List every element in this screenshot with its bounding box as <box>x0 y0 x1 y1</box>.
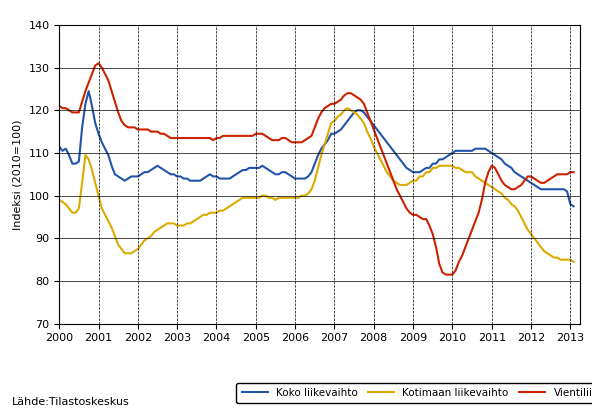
Kotimaan liikevaihto <box>344 106 351 111</box>
Kotimaan liikevaihto <box>144 236 151 241</box>
Koko liikevaihto <box>85 88 92 93</box>
Vientiliikevaihto <box>570 170 577 175</box>
Y-axis label: Indeksi (2010=100): Indeksi (2010=100) <box>13 119 23 229</box>
Kotimaan liikevaihto <box>413 178 420 183</box>
Text: Lähde:Tilastoskeskus: Lähde:Tilastoskeskus <box>12 397 130 407</box>
Vientiliikevaihto <box>95 61 102 66</box>
Koko liikevaihto <box>413 170 420 175</box>
Kotimaan liikevaihto <box>334 114 341 119</box>
Koko liikevaihto <box>147 168 155 173</box>
Vientiliikevaihto <box>538 181 545 186</box>
Kotimaan liikevaihto <box>570 259 577 264</box>
Vientiliikevaihto <box>147 129 155 134</box>
Vientiliikevaihto <box>337 97 345 102</box>
Koko liikevaihto <box>534 185 541 190</box>
Koko liikevaihto <box>337 127 345 132</box>
Vientiliikevaihto <box>442 272 449 277</box>
Vientiliikevaihto <box>246 133 253 138</box>
Line: Koko liikevaihto: Koko liikevaihto <box>59 91 574 206</box>
Kotimaan liikevaihto <box>534 240 541 245</box>
Koko liikevaihto <box>111 172 118 177</box>
Kotimaan liikevaihto <box>56 198 63 203</box>
Koko liikevaihto <box>246 166 253 171</box>
Vientiliikevaihto <box>111 99 118 104</box>
Kotimaan liikevaihto <box>108 225 115 230</box>
Koko liikevaihto <box>570 204 577 209</box>
Vientiliikevaihto <box>413 212 420 217</box>
Legend: Koko liikevaihto, Kotimaan liikevaihto, Vientiliikevaihto: Koko liikevaihto, Kotimaan liikevaihto, … <box>236 383 592 403</box>
Line: Kotimaan liikevaihto: Kotimaan liikevaihto <box>59 108 574 262</box>
Koko liikevaihto <box>56 144 63 149</box>
Line: Vientiliikevaihto: Vientiliikevaihto <box>59 63 574 275</box>
Vientiliikevaihto <box>56 103 63 108</box>
Kotimaan liikevaihto <box>242 195 249 200</box>
